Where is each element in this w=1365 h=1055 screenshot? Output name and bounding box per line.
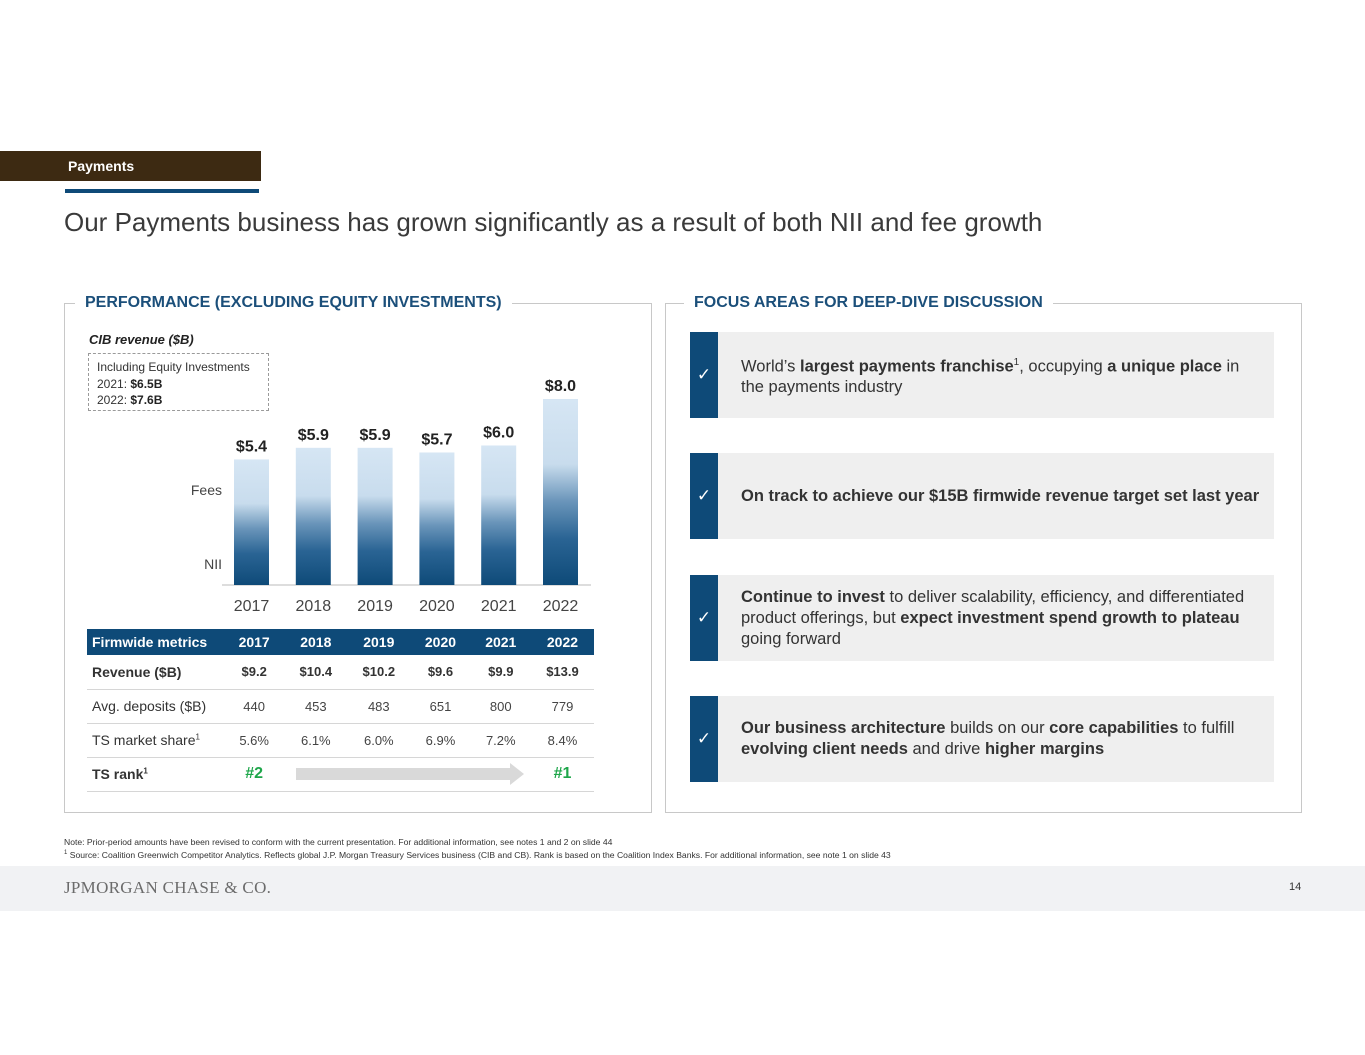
rank-progress-arrow-icon xyxy=(296,763,524,785)
rank-end: #1 xyxy=(530,757,594,792)
focus-item-text: Continue to invest to deliver scalabilit… xyxy=(741,587,1245,648)
revenue-bar-2021 xyxy=(481,445,517,585)
table-cell: 6.0% xyxy=(347,723,411,758)
section-tag: Payments xyxy=(0,151,261,181)
performance-panel-title: PERFORMANCE (EXCLUDING EQUITY INVESTMENT… xyxy=(75,294,512,312)
equity-box-line3: 2022: $7.6B xyxy=(97,393,163,407)
focus-areas-panel-title: FOCUS AREAS FOR DEEP-DIVE DISCUSSION xyxy=(684,294,1053,312)
row-label: TS market share1 xyxy=(87,723,224,758)
table-cell: 483 xyxy=(347,689,411,724)
revenue-bar-2022 xyxy=(543,399,578,585)
table-cell: 440 xyxy=(224,689,285,724)
revenue-bar-2019 xyxy=(357,447,393,585)
focus-item: ✓ Our business architecture builds on ou… xyxy=(690,696,1274,782)
checkmark-icon: ✓ xyxy=(690,696,718,782)
table-cell: 779 xyxy=(530,689,594,724)
metrics-header-year: 2021 xyxy=(470,629,531,655)
x-tick-label: 2017 xyxy=(234,598,270,615)
page-number: 14 xyxy=(1289,881,1302,893)
equity-box-line2: 2021: $6.5B xyxy=(97,376,163,391)
checkmark-icon: ✓ xyxy=(690,575,718,661)
bar-value-label: $5.4 xyxy=(236,438,267,455)
equity-investments-box: Including Equity Investments 2021: $6.5B… xyxy=(88,353,269,411)
checkmark-icon: ✓ xyxy=(690,453,718,539)
bar-value-label: $5.9 xyxy=(360,427,391,444)
metrics-header-year: 2018 xyxy=(284,629,348,655)
row-label: Revenue ($B) xyxy=(87,655,224,690)
revenue-bar-2020 xyxy=(419,452,455,585)
table-cell: 6.9% xyxy=(410,723,471,758)
rank-row: TS rank1 #2 #1 xyxy=(87,757,594,792)
metrics-header-label: Firmwide metrics xyxy=(87,629,224,655)
x-tick-label: 2020 xyxy=(419,598,455,615)
fees-label: Fees xyxy=(191,482,222,498)
row-label: TS rank1 xyxy=(87,757,224,792)
x-tick-label: 2019 xyxy=(357,598,393,615)
market-share-row: TS market share1 5.6% 6.1% 6.0% 6.9% 7.2… xyxy=(87,723,594,758)
revenue-row: Revenue ($B) $9.2 $10.4 $10.2 $9.6 $9.9 … xyxy=(87,655,594,690)
focus-item: ✓ On track to achieve our $15B firmwide … xyxy=(690,453,1274,539)
table-cell: 5.6% xyxy=(224,723,285,758)
revenue-bar-2018 xyxy=(295,447,331,585)
deposits-row: Avg. deposits ($B) 440 453 483 651 800 7… xyxy=(87,689,594,724)
footer-bar xyxy=(0,866,1365,911)
checkmark-icon: ✓ xyxy=(690,332,718,418)
table-cell: 651 xyxy=(410,689,471,724)
table-cell: $9.6 xyxy=(410,655,471,690)
slide-title: Our Payments business has grown signific… xyxy=(64,207,1043,237)
firmwide-metrics-table: Firmwide metrics 2017 2018 2019 2020 202… xyxy=(87,629,594,792)
revenue-bar-2017 xyxy=(234,459,269,585)
jpmorgan-logo: JPMORGAN CHASE & CO. xyxy=(64,878,272,897)
table-cell: $9.9 xyxy=(470,655,531,690)
table-cell: $9.2 xyxy=(224,655,285,690)
row-label: Avg. deposits ($B) xyxy=(87,689,224,724)
metrics-header-year: 2020 xyxy=(410,629,471,655)
focus-areas-panel: FOCUS AREAS FOR DEEP-DIVE DISCUSSION xyxy=(665,294,1302,813)
x-tick-label: 2018 xyxy=(296,598,332,615)
performance-panel: PERFORMANCE (EXCLUDING EQUITY INVESTMENT… xyxy=(64,294,652,813)
focus-item-text: World’s largest payments franchise1, occ… xyxy=(741,356,1240,397)
metrics-header-year: 2019 xyxy=(347,629,411,655)
x-tick-label: 2021 xyxy=(481,598,517,615)
table-cell: 7.2% xyxy=(470,723,531,758)
bar-value-label: $5.7 xyxy=(421,431,452,448)
table-cell: $10.2 xyxy=(347,655,411,690)
bar-value-label: $6.0 xyxy=(483,425,514,442)
table-cell: 8.4% xyxy=(530,723,594,758)
metrics-header-year: 2017 xyxy=(224,629,285,655)
metrics-header-row: Firmwide metrics 2017 2018 2019 2020 202… xyxy=(87,629,594,655)
bar-value-label: $5.9 xyxy=(298,427,329,444)
focus-item-text: On track to achieve our $15B firmwide re… xyxy=(741,486,1260,505)
focus-item: ✓ Continue to invest to deliver scalabil… xyxy=(690,575,1274,661)
table-cell: $13.9 xyxy=(530,655,594,690)
table-cell: 453 xyxy=(284,689,348,724)
section-tag-underline xyxy=(65,189,259,193)
footnote: Note: Prior-period amounts have been rev… xyxy=(64,837,613,847)
x-tick-label: 2022 xyxy=(543,598,579,615)
bar-value-label: $8.0 xyxy=(545,378,576,395)
table-cell: $10.4 xyxy=(284,655,348,690)
metrics-header-year: 2022 xyxy=(530,629,594,655)
table-cell: 6.1% xyxy=(284,723,348,758)
focus-item-text: Our business architecture builds on our … xyxy=(741,719,1235,758)
nii-label: NII xyxy=(204,556,222,572)
equity-box-line1: Including Equity Investments xyxy=(97,360,250,374)
rank-start: #2 xyxy=(224,757,285,792)
cib-revenue-chart: Fees NII $5.4 2017 $5.9 2018 $5.9 2019 $5.7 202… xyxy=(191,378,591,615)
focus-item: ✓ World’s largest payments franchise1, o… xyxy=(690,332,1274,418)
chart-subtitle: CIB revenue ($B) xyxy=(89,332,194,347)
table-cell: 800 xyxy=(470,689,531,724)
footnote: 1 Source: Coalition Greenwich Competitor… xyxy=(64,850,891,860)
